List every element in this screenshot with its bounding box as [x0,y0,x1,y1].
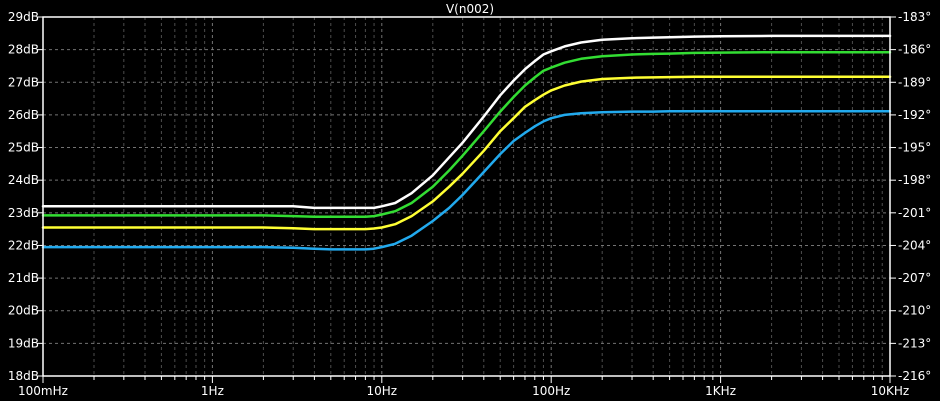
y-right-tick-label: -189° [898,75,931,89]
y-left-tick-label: 29dB [8,10,39,24]
y-left-tick-label: 22dB [8,238,39,252]
y-left-tick-label: 21dB [8,271,39,285]
y-right-tick-label: -213° [898,336,931,350]
y-right-tick-label: -198° [898,173,931,187]
y-right-tick-label: -204° [898,238,931,252]
y-left-tick-label: 24dB [8,173,39,187]
x-tick-label: 10Hz [367,384,398,398]
y-right-tick-label: -207° [898,271,931,285]
y-right-tick-label: -192° [898,108,931,122]
y-left-tick-label: 25dB [8,141,39,155]
y-right-tick-label: -186° [898,43,931,57]
y-right-tick-label: -201° [898,206,931,220]
series-line-1 [41,34,892,210]
x-tick-label: 100Hz [532,384,570,398]
y-right-tick-label: -210° [898,304,931,318]
y-left-tick-label: 28dB [8,43,39,57]
y-left-tick-label: 18dB [8,369,39,383]
y-left-tick-label: 26dB [8,108,39,122]
plot-frame [42,16,891,377]
y-right-tick-label: -216° [898,369,931,383]
series-line-4 [41,110,892,251]
series-line-3 [41,75,892,231]
y-right-tick-label: -183° [898,10,931,24]
x-tick-label: 100mHz [18,384,68,398]
series-layer [41,34,892,251]
y-left-tick-label: 27dB [8,75,39,89]
x-tick-label: 1Hz [201,384,224,398]
x-tick-label: 10KHz [871,384,909,398]
y-right-tick-label: -195° [898,141,931,155]
label-layer: 100mHz 1Hz 10Hz 100Hz 1KHz 10KHz 18dB 19dB 20dB 2… [8,10,931,398]
y-left-tick-label: 23dB [8,206,39,220]
series-line-2 [41,50,892,218]
y-left-tick-label: 19dB [8,336,39,350]
y-left-tick-label: 20dB [8,304,39,318]
frame-layer [37,16,896,383]
chart-title: V(n002) [446,2,494,16]
x-tick-label: 1KHz [705,384,736,398]
